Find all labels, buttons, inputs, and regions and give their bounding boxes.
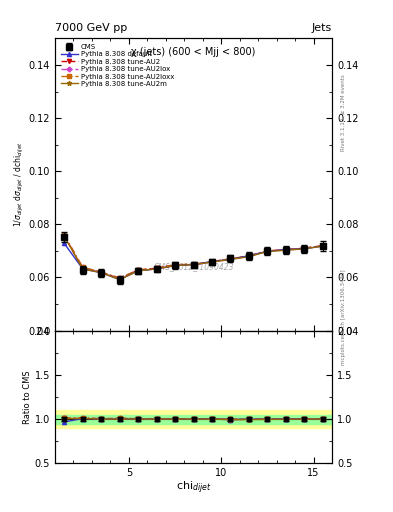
Pythia 8.308 tune-AU2lox [265, 248, 270, 254]
Pythia 8.308 tune-AU2 [118, 275, 122, 282]
Pythia 8.308 tune-AU2m [136, 268, 141, 274]
Pythia 8.308 tune-AU2loxx [173, 262, 178, 268]
Pythia 8.308 tune-AU2m [321, 243, 325, 249]
Pythia 8.308 tune-AU2lox [62, 232, 67, 238]
Pythia 8.308 tune-AU2loxx [99, 269, 104, 275]
Pythia 8.308 default [154, 266, 159, 272]
Pythia 8.308 tune-AU2loxx [191, 261, 196, 267]
Line: Pythia 8.308 tune-AU2loxx: Pythia 8.308 tune-AU2loxx [62, 233, 325, 280]
Pythia 8.308 tune-AU2loxx [154, 265, 159, 271]
X-axis label: chi$_{dijet}$: chi$_{dijet}$ [176, 480, 211, 496]
Pythia 8.308 tune-AU2 [99, 269, 104, 275]
Pythia 8.308 tune-AU2 [173, 262, 178, 268]
Pythia 8.308 tune-AU2loxx [265, 248, 270, 254]
Pythia 8.308 tune-AU2m [118, 276, 122, 283]
Pythia 8.308 tune-AU2m [99, 270, 104, 276]
Pythia 8.308 tune-AU2 [228, 256, 233, 262]
Pythia 8.308 default [173, 263, 178, 269]
Pythia 8.308 tune-AU2loxx [228, 256, 233, 262]
Pythia 8.308 tune-AU2 [62, 232, 67, 239]
Pythia 8.308 tune-AU2lox [81, 264, 85, 270]
Pythia 8.308 tune-AU2 [210, 259, 215, 265]
Text: mcplots.cern.ch [arXiv:1306.3436]: mcplots.cern.ch [arXiv:1306.3436] [341, 270, 346, 365]
Pythia 8.308 tune-AU2loxx [118, 275, 122, 281]
Line: Pythia 8.308 tune-AU2m: Pythia 8.308 tune-AU2m [62, 234, 325, 282]
Pythia 8.308 tune-AU2m [265, 248, 270, 254]
Pythia 8.308 tune-AU2m [247, 253, 252, 260]
Y-axis label: Ratio to CMS: Ratio to CMS [23, 370, 32, 424]
Pythia 8.308 default [302, 246, 307, 252]
Pythia 8.308 tune-AU2lox [210, 259, 215, 265]
Pythia 8.308 tune-AU2 [191, 262, 196, 268]
Pythia 8.308 tune-AU2lox [191, 262, 196, 268]
Pythia 8.308 tune-AU2m [154, 266, 159, 272]
Pythia 8.308 tune-AU2 [265, 248, 270, 254]
Pythia 8.308 tune-AU2 [321, 243, 325, 249]
Pythia 8.308 default [81, 266, 85, 272]
Pythia 8.308 default [265, 248, 270, 254]
Pythia 8.308 default [62, 240, 67, 246]
Pythia 8.308 tune-AU2 [81, 266, 85, 272]
Pythia 8.308 tune-AU2lox [136, 267, 141, 273]
Pythia 8.308 tune-AU2m [191, 262, 196, 268]
Pythia 8.308 tune-AU2m [302, 246, 307, 252]
Pythia 8.308 tune-AU2m [173, 263, 178, 269]
Pythia 8.308 default [191, 262, 196, 268]
Pythia 8.308 default [136, 268, 141, 274]
Pythia 8.308 default [247, 252, 252, 259]
Bar [55, 415, 332, 423]
Pythia 8.308 tune-AU2lox [247, 253, 252, 259]
Pythia 8.308 tune-AU2m [210, 259, 215, 265]
Pythia 8.308 tune-AU2m [81, 266, 85, 272]
Pythia 8.308 tune-AU2m [284, 247, 288, 253]
Pythia 8.308 tune-AU2lox [284, 246, 288, 252]
Pythia 8.308 tune-AU2loxx [284, 246, 288, 252]
Line: Pythia 8.308 tune-AU2lox: Pythia 8.308 tune-AU2lox [62, 233, 325, 280]
Pythia 8.308 tune-AU2m [62, 233, 67, 239]
Pythia 8.308 default [99, 270, 104, 276]
Pythia 8.308 default [228, 257, 233, 263]
Pythia 8.308 tune-AU2 [154, 265, 159, 271]
Y-axis label: 1/$\sigma_{dijet}$ d$\sigma_{dijet}$ / dchi$_{dijet}$: 1/$\sigma_{dijet}$ d$\sigma_{dijet}$ / d… [13, 142, 26, 227]
Pythia 8.308 tune-AU2loxx [302, 245, 307, 251]
Pythia 8.308 default [284, 246, 288, 252]
Pythia 8.308 tune-AU2loxx [81, 264, 85, 270]
Line: Pythia 8.308 tune-AU2: Pythia 8.308 tune-AU2 [62, 233, 325, 281]
Pythia 8.308 tune-AU2loxx [321, 243, 325, 249]
Pythia 8.308 tune-AU2 [302, 245, 307, 251]
Text: CMS_2012_I1090423: CMS_2012_I1090423 [153, 262, 234, 271]
Pythia 8.308 tune-AU2lox [173, 263, 178, 269]
Pythia 8.308 tune-AU2loxx [210, 259, 215, 265]
Pythia 8.308 tune-AU2 [284, 246, 288, 252]
Text: Jets: Jets [312, 23, 332, 33]
Pythia 8.308 tune-AU2m [228, 257, 233, 263]
Pythia 8.308 default [210, 259, 215, 265]
Pythia 8.308 tune-AU2lox [321, 243, 325, 249]
Pythia 8.308 tune-AU2loxx [62, 232, 67, 238]
Text: 7000 GeV pp: 7000 GeV pp [55, 23, 127, 33]
Line: Pythia 8.308 default: Pythia 8.308 default [62, 241, 325, 282]
Pythia 8.308 tune-AU2lox [118, 275, 122, 281]
Pythia 8.308 tune-AU2loxx [136, 267, 141, 273]
Pythia 8.308 tune-AU2loxx [247, 252, 252, 259]
Pythia 8.308 tune-AU2lox [228, 257, 233, 263]
Pythia 8.308 tune-AU2lox [302, 245, 307, 251]
Pythia 8.308 default [118, 276, 122, 283]
Bar [55, 410, 332, 428]
Pythia 8.308 default [321, 243, 325, 249]
Pythia 8.308 tune-AU2 [136, 267, 141, 273]
Pythia 8.308 tune-AU2lox [154, 266, 159, 272]
Text: χ (jets) (600 < Mjj < 800): χ (jets) (600 < Mjj < 800) [131, 47, 256, 57]
Text: Rivet 3.1.10, ≥ 3.2M events: Rivet 3.1.10, ≥ 3.2M events [341, 74, 346, 151]
Legend: CMS, Pythia 8.308 default, Pythia 8.308 tune-AU2, Pythia 8.308 tune-AU2lox, Pyth: CMS, Pythia 8.308 default, Pythia 8.308 … [59, 42, 176, 89]
Pythia 8.308 tune-AU2 [247, 253, 252, 259]
Pythia 8.308 tune-AU2lox [99, 269, 104, 275]
